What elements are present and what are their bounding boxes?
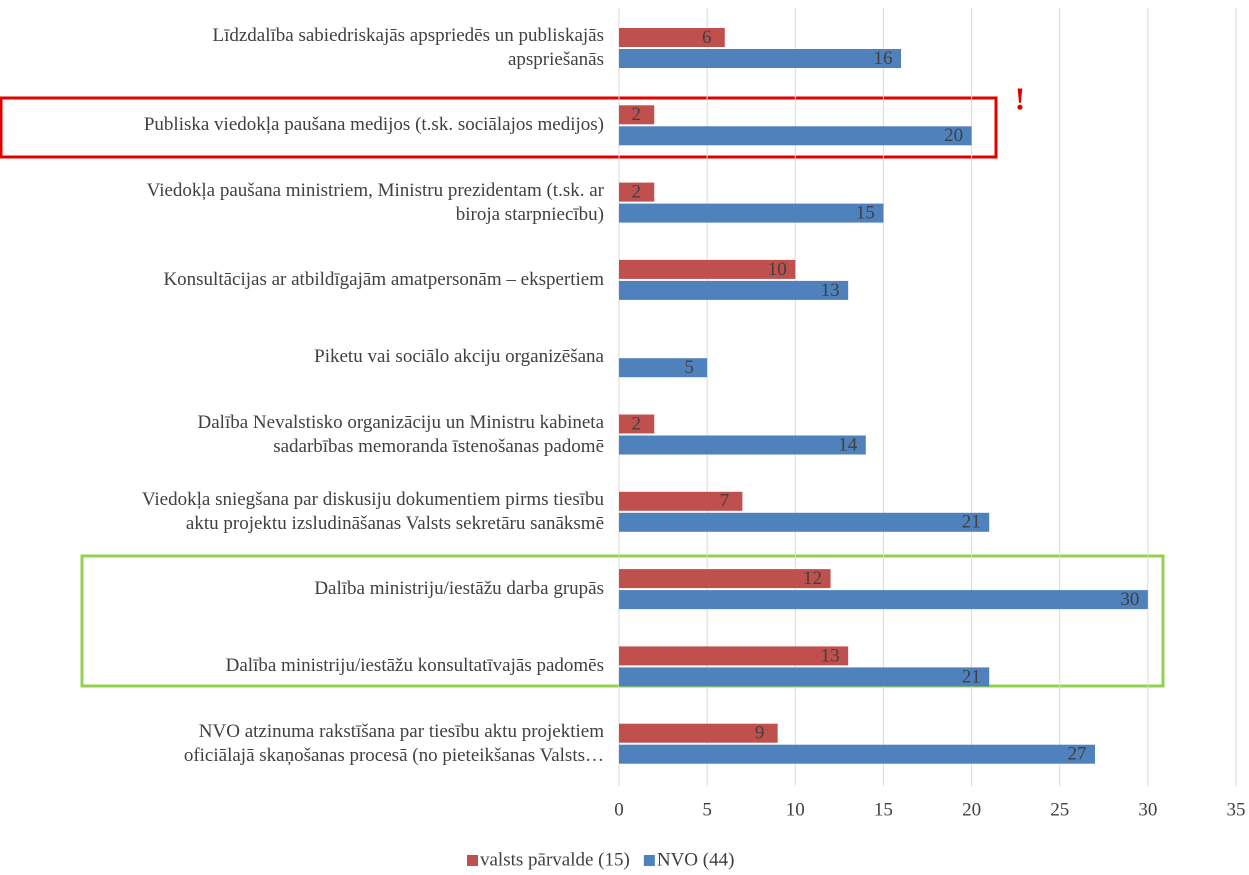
- data-label: 30: [1120, 589, 1139, 610]
- data-label: 12: [803, 568, 822, 589]
- category-label: Viedokļa sniegšana par diskusiju dokumen…: [0, 488, 604, 536]
- data-label: 6: [702, 27, 712, 48]
- data-label: 21: [962, 512, 981, 533]
- data-label: 2: [632, 104, 642, 125]
- data-label: 14: [838, 434, 858, 455]
- bar: [619, 436, 866, 455]
- category-label: Konsultācijas ar atbildīgajām amatperson…: [0, 268, 604, 292]
- category-label: Piketu vai sociālo akciju organizēšana: [0, 345, 604, 369]
- bar: [619, 590, 1148, 609]
- x-tick-label: 35: [1227, 799, 1246, 820]
- bar: [619, 281, 848, 300]
- bar: [619, 49, 901, 68]
- legend-label: NVO (44): [657, 849, 735, 870]
- bar: [619, 204, 883, 223]
- category-label: Līdzdalība sabiedriskajās apspriedēs un …: [0, 24, 604, 72]
- x-tick-label: 0: [614, 799, 624, 820]
- data-label: 9: [755, 723, 765, 744]
- category-label: Publiska viedokļa paušana medijos (t.sk.…: [0, 113, 604, 137]
- x-tick-label: 25: [1050, 799, 1069, 820]
- x-tick-label: 15: [874, 799, 893, 820]
- data-label: 13: [821, 645, 840, 666]
- data-label: 2: [632, 413, 642, 434]
- data-label: 16: [874, 48, 893, 69]
- bar: [619, 513, 989, 532]
- x-tick-label: 10: [786, 799, 805, 820]
- bar: [619, 569, 831, 588]
- chart: ! 0 5 10 15 20 25 30 35 6 16 2 20 2 15 10 13 5 2 14 7 21 12 30…: [0, 0, 1249, 875]
- bar: [619, 126, 972, 145]
- category-label: NVO atzinuma rakstīšana par tiesību aktu…: [0, 720, 604, 768]
- x-tick-label: 5: [702, 799, 712, 820]
- x-tick-label: 30: [1138, 799, 1157, 820]
- annotation: !: [1015, 80, 1026, 116]
- legend-swatch: [644, 855, 655, 866]
- bar: [619, 724, 778, 743]
- bar: [619, 358, 707, 377]
- legend-label: valsts pārvalde (15): [480, 849, 630, 870]
- data-label: 21: [962, 666, 981, 687]
- data-label: 5: [684, 357, 694, 378]
- data-label: 13: [821, 280, 840, 301]
- data-label: 15: [856, 202, 875, 223]
- data-label: 20: [944, 125, 963, 146]
- data-label: 2: [632, 181, 642, 202]
- category-label: Dalība Nevalstisko organizāciju un Minis…: [0, 411, 604, 459]
- x-tick-label: 20: [962, 799, 981, 820]
- data-label: 7: [720, 491, 730, 512]
- legend-swatch: [467, 855, 478, 866]
- data-label: 10: [768, 259, 787, 280]
- category-label: Dalība ministriju/iestāžu darba grupās: [0, 577, 604, 601]
- bar: [619, 646, 848, 665]
- category-label: Dalība ministriju/iestāžu konsultatīvajā…: [0, 654, 604, 678]
- data-label: 27: [1067, 744, 1086, 765]
- bar: [619, 745, 1095, 764]
- category-label: Viedokļa paušana ministriem, Ministru pr…: [0, 179, 604, 227]
- bar: [619, 667, 989, 686]
